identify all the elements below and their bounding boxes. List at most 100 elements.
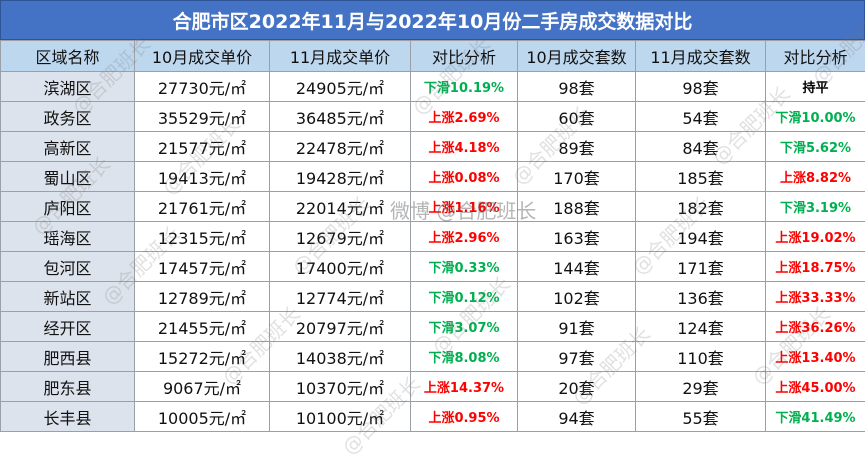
header-oct-units: 10月成交套数: [518, 41, 636, 72]
cell-oct-price: 9067元/㎡: [135, 372, 270, 402]
cell-price-compare: 下滑0.33%: [411, 252, 518, 282]
cell-nov-units: 171套: [636, 252, 766, 282]
cell-units-compare: 上涨33.33%: [766, 282, 865, 312]
cell-units-compare: 下滑3.19%: [766, 192, 865, 222]
header-nov-price: 11月成交单价: [270, 41, 411, 72]
cell-region: 包河区: [1, 252, 135, 282]
cell-oct-units: 98套: [518, 72, 636, 102]
cell-oct-units: 144套: [518, 252, 636, 282]
cell-price-compare: 上涨2.69%: [411, 102, 518, 132]
cell-oct-price: 21455元/㎡: [135, 312, 270, 342]
cell-oct-units: 102套: [518, 282, 636, 312]
cell-oct-price: 10005元/㎡: [135, 402, 270, 432]
cell-region: 经开区: [1, 312, 135, 342]
cell-oct-units: 20套: [518, 372, 636, 402]
comparison-table: 区域名称 10月成交单价 11月成交单价 对比分析 10月成交套数 11月成交套…: [0, 40, 865, 432]
cell-nov-units: 98套: [636, 72, 766, 102]
cell-oct-price: 27730元/㎡: [135, 72, 270, 102]
cell-units-compare: 上涨13.40%: [766, 342, 865, 372]
cell-oct-price: 15272元/㎡: [135, 342, 270, 372]
cell-units-compare: 下滑10.00%: [766, 102, 865, 132]
cell-units-compare: 上涨8.82%: [766, 162, 865, 192]
cell-oct-price: 12315元/㎡: [135, 222, 270, 252]
cell-units-compare: 上涨45.00%: [766, 372, 865, 402]
cell-nov-units: 110套: [636, 342, 766, 372]
cell-nov-price: 10100元/㎡: [270, 402, 411, 432]
cell-nov-units: 124套: [636, 312, 766, 342]
cell-oct-units: 163套: [518, 222, 636, 252]
cell-nov-price: 20797元/㎡: [270, 312, 411, 342]
header-nov-units: 11月成交套数: [636, 41, 766, 72]
header-row: 区域名称 10月成交单价 11月成交单价 对比分析 10月成交套数 11月成交套…: [1, 41, 865, 72]
cell-oct-units: 89套: [518, 132, 636, 162]
cell-nov-units: 136套: [636, 282, 766, 312]
cell-region: 蜀山区: [1, 162, 135, 192]
cell-price-compare: 上涨0.08%: [411, 162, 518, 192]
cell-nov-units: 194套: [636, 222, 766, 252]
cell-oct-units: 91套: [518, 312, 636, 342]
cell-nov-units: 84套: [636, 132, 766, 162]
cell-oct-units: 170套: [518, 162, 636, 192]
cell-region: 政务区: [1, 102, 135, 132]
cell-price-compare: 上涨1.16%: [411, 192, 518, 222]
cell-price-compare: 上涨14.37%: [411, 372, 518, 402]
cell-oct-price: 21577元/㎡: [135, 132, 270, 162]
page-title: 合肥市区2022年11月与2022年10月份二手房成交数据对比: [0, 0, 865, 40]
cell-oct-units: 60套: [518, 102, 636, 132]
cell-nov-price: 36485元/㎡: [270, 102, 411, 132]
cell-nov-price: 12774元/㎡: [270, 282, 411, 312]
cell-units-compare: 上涨18.75%: [766, 252, 865, 282]
cell-units-compare: 下滑41.49%: [766, 402, 865, 432]
cell-price-compare: 下滑3.07%: [411, 312, 518, 342]
cell-region: 瑶海区: [1, 222, 135, 252]
cell-oct-price: 17457元/㎡: [135, 252, 270, 282]
cell-price-compare: 下滑0.12%: [411, 282, 518, 312]
cell-oct-units: 188套: [518, 192, 636, 222]
cell-oct-price: 19413元/㎡: [135, 162, 270, 192]
cell-region: 庐阳区: [1, 192, 135, 222]
cell-nov-price: 14038元/㎡: [270, 342, 411, 372]
cell-oct-price: 21761元/㎡: [135, 192, 270, 222]
cell-units-compare: 持平: [766, 72, 865, 102]
header-price-compare: 对比分析: [411, 41, 518, 72]
cell-price-compare: 上涨0.95%: [411, 402, 518, 432]
cell-units-compare: 下滑5.62%: [766, 132, 865, 162]
cell-oct-units: 97套: [518, 342, 636, 372]
cell-nov-price: 10370元/㎡: [270, 372, 411, 402]
header-oct-price: 10月成交单价: [135, 41, 270, 72]
cell-nov-price: 19428元/㎡: [270, 162, 411, 192]
cell-region: 滨湖区: [1, 72, 135, 102]
cell-price-compare: 上涨4.18%: [411, 132, 518, 162]
header-region: 区域名称: [1, 41, 135, 72]
cell-region: 新站区: [1, 282, 135, 312]
cell-nov-price: 17400元/㎡: [270, 252, 411, 282]
cell-region: 长丰县: [1, 402, 135, 432]
cell-units-compare: 上涨36.26%: [766, 312, 865, 342]
cell-region: 高新区: [1, 132, 135, 162]
cell-price-compare: 下滑10.19%: [411, 72, 518, 102]
cell-price-compare: 上涨2.96%: [411, 222, 518, 252]
cell-oct-price: 35529元/㎡: [135, 102, 270, 132]
cell-region: 肥东县: [1, 372, 135, 402]
cell-oct-price: 12789元/㎡: [135, 282, 270, 312]
cell-units-compare: 上涨19.02%: [766, 222, 865, 252]
cell-nov-units: 185套: [636, 162, 766, 192]
cell-region: 肥西县: [1, 342, 135, 372]
cell-nov-units: 29套: [636, 372, 766, 402]
cell-price-compare: 下滑8.08%: [411, 342, 518, 372]
cell-nov-price: 22014元/㎡: [270, 192, 411, 222]
cell-oct-units: 94套: [518, 402, 636, 432]
cell-nov-price: 12679元/㎡: [270, 222, 411, 252]
